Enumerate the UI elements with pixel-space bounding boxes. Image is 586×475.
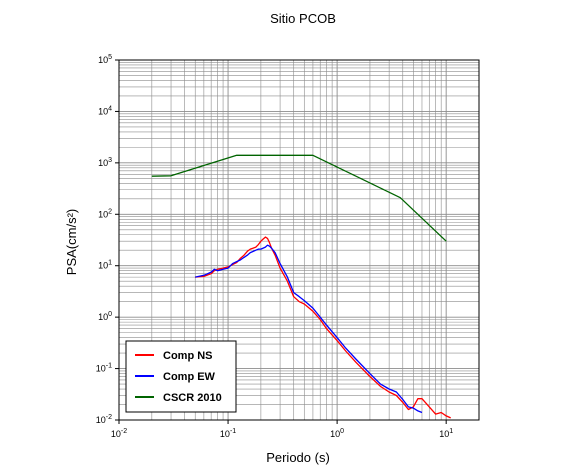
plot-frame bbox=[118, 59, 480, 421]
y-tick-label: 100 bbox=[98, 311, 112, 322]
legend-label: Comp EW bbox=[163, 371, 216, 383]
legend-label: CSCR 2010 bbox=[163, 392, 222, 404]
x-axis-ticks: 10-2 10-1 100 101 bbox=[111, 420, 453, 439]
series-line-3 bbox=[151, 154, 447, 242]
x-tick-label: 10-1 bbox=[220, 428, 236, 439]
y-tick-label: 103 bbox=[98, 157, 112, 168]
y-tick-label: 10-2 bbox=[96, 414, 112, 425]
y-axis-ticks: 10-2 10-1 100 101 102 103 104 105 bbox=[96, 54, 119, 425]
x-tick-label: 100 bbox=[330, 428, 344, 439]
y-tick-label: 101 bbox=[98, 260, 112, 271]
series-line-1 bbox=[195, 236, 451, 419]
chart-legend: Comp NS Comp EW CSCR 2010 bbox=[125, 340, 237, 413]
x-tick-label: 10-2 bbox=[111, 428, 127, 439]
x-tick-label: 101 bbox=[439, 428, 453, 439]
legend-label: Comp NS bbox=[163, 350, 213, 362]
y-tick-label: 102 bbox=[98, 208, 112, 219]
chart-series bbox=[151, 154, 451, 419]
x-axis-label: Periodo (s) bbox=[266, 450, 330, 465]
series-line-2 bbox=[195, 244, 423, 414]
y-axis-label: PSA(cm/s²) bbox=[64, 209, 79, 275]
chart-title: Sitio PCOB bbox=[270, 11, 336, 26]
y-tick-label: 104 bbox=[98, 105, 112, 116]
chart-grid bbox=[119, 60, 479, 420]
y-tick-label: 10-1 bbox=[96, 363, 112, 374]
y-tick-label: 105 bbox=[98, 54, 112, 65]
